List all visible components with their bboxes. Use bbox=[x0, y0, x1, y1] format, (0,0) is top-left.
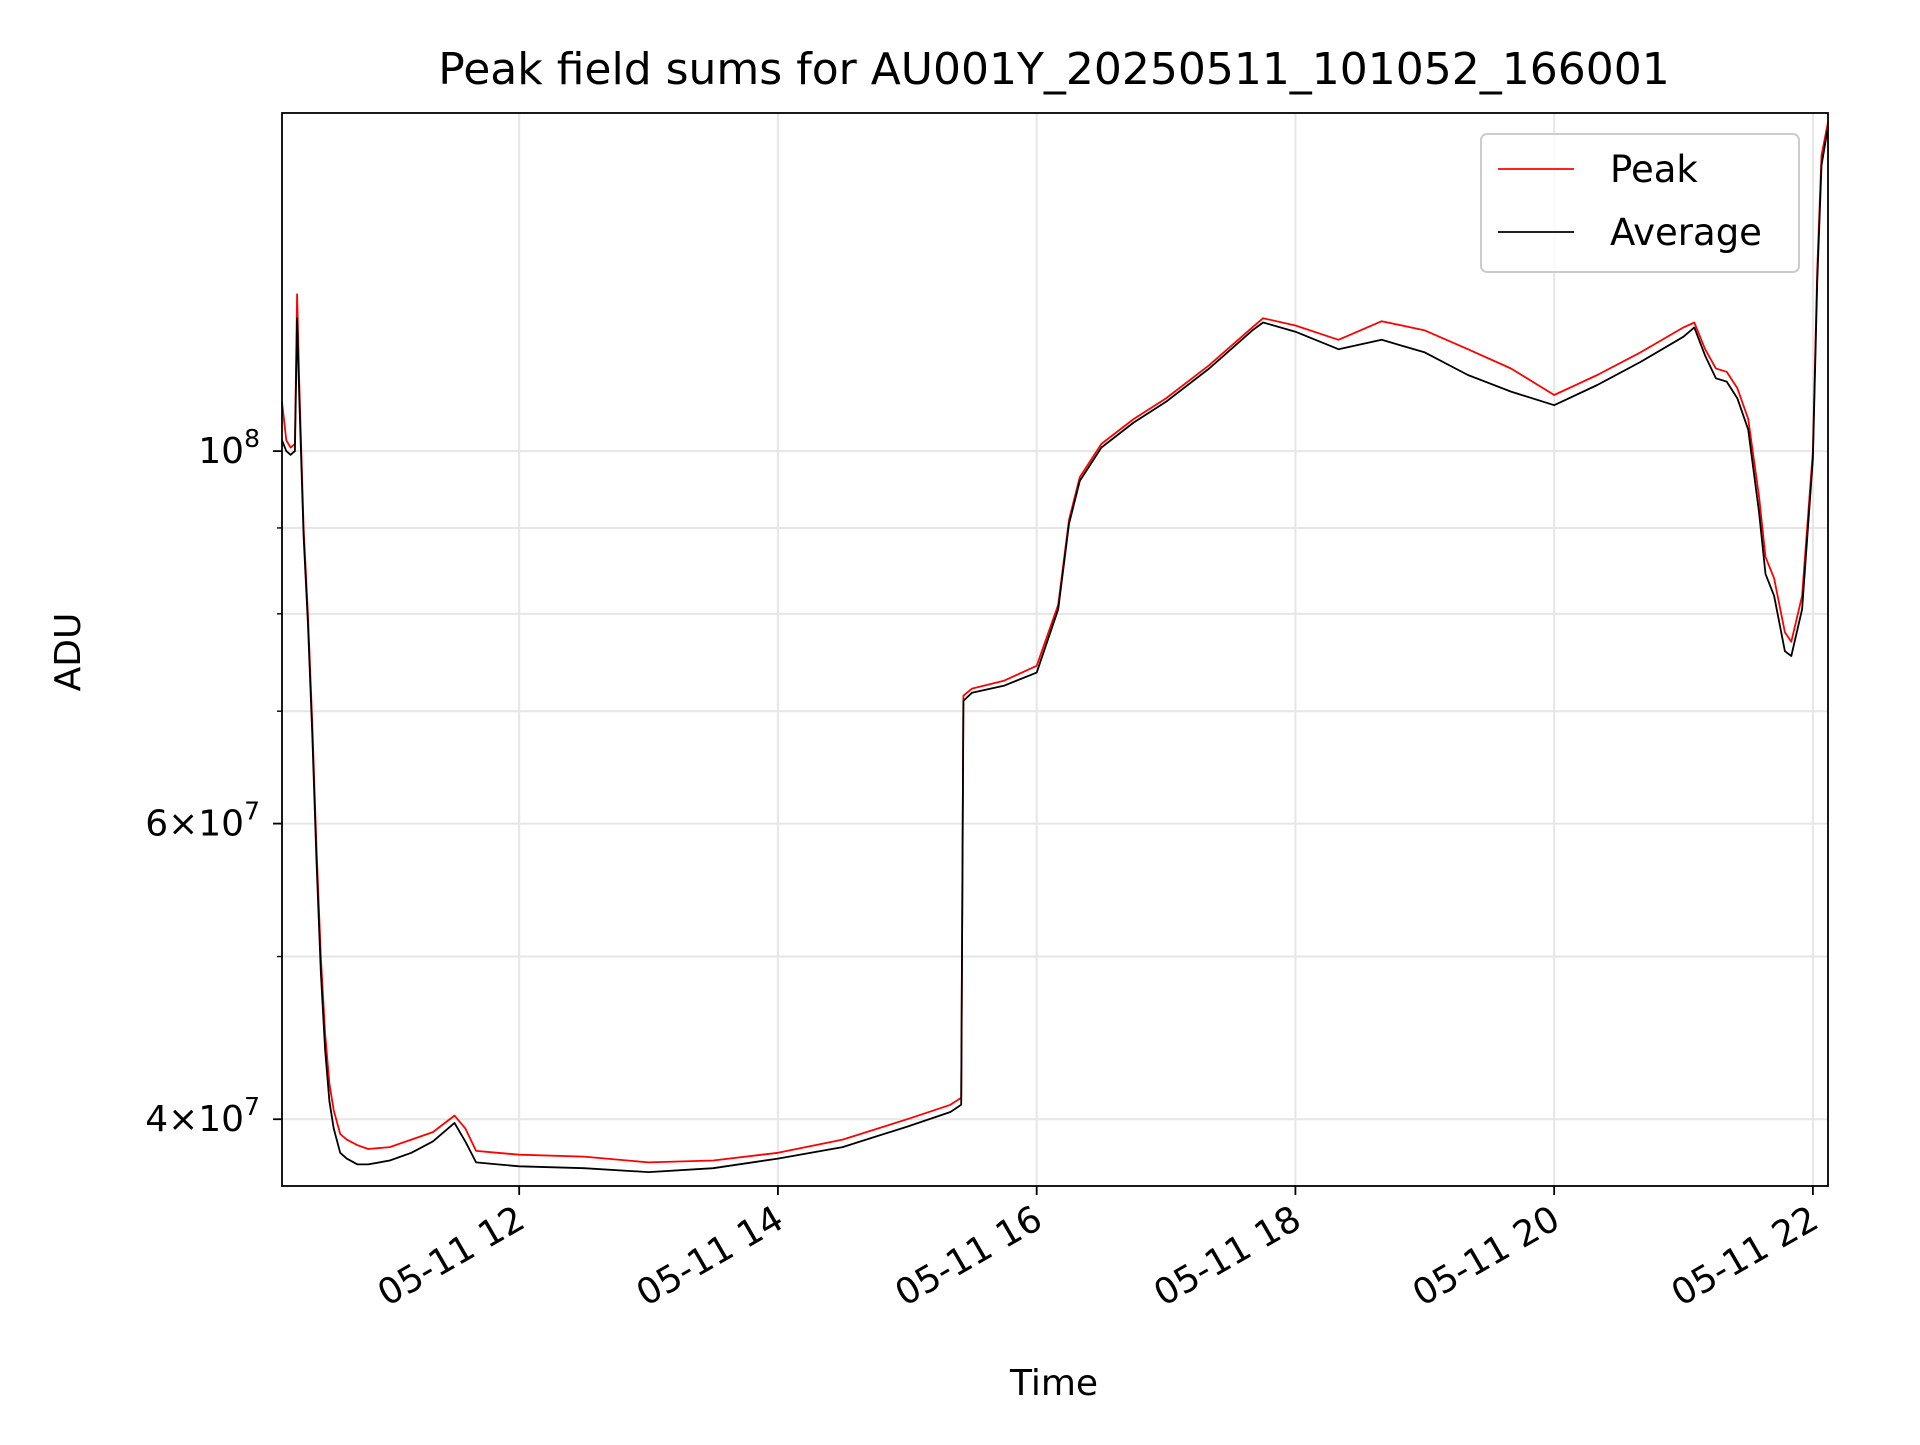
y-axis-ticks: 4×107 6×107 108 bbox=[145, 424, 282, 1140]
legend-label-average: Average bbox=[1610, 211, 1762, 254]
y-tick-label: 4×107 bbox=[145, 1092, 260, 1140]
legend-label-peak: Peak bbox=[1610, 148, 1698, 191]
y-axis-label: ADU bbox=[48, 613, 89, 692]
series-line-average bbox=[281, 126, 1829, 1173]
axes-frame bbox=[281, 112, 1829, 1187]
chart-title: Peak field sums for AU001Y_20250511_1010… bbox=[438, 44, 1670, 95]
series-line-peak bbox=[281, 122, 1829, 1164]
y-tick-label: 108 bbox=[198, 424, 260, 472]
series-layer bbox=[281, 122, 1829, 1173]
grid bbox=[282, 113, 1828, 1186]
plot-area bbox=[282, 113, 1828, 1186]
legend: Peak Average bbox=[1480, 133, 1800, 273]
y-tick-label: 6×107 bbox=[145, 797, 260, 845]
x-axis-label: Time bbox=[1009, 1363, 1098, 1404]
